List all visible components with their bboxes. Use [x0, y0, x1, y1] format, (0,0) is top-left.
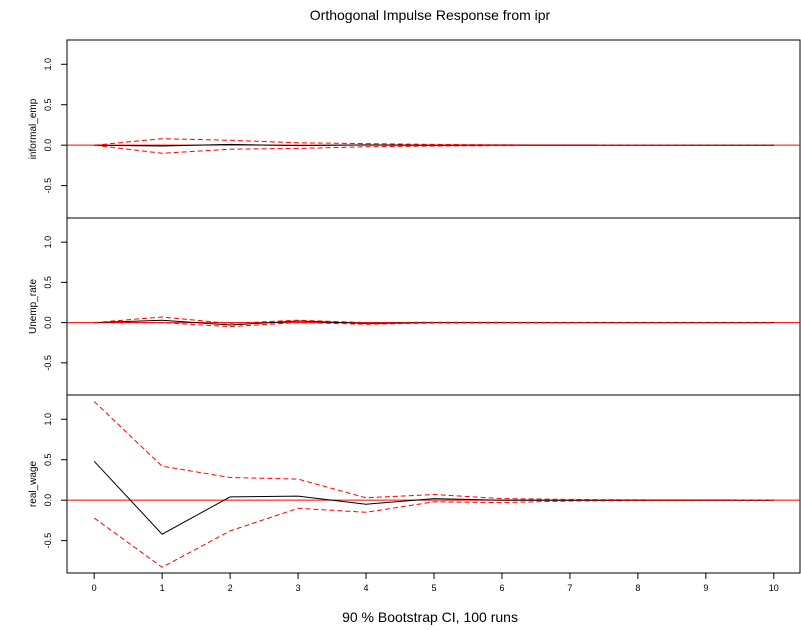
panel-2: -0.5 0.0 0.5 1.0 real_wage: [28, 394, 801, 574]
panel-frame: [66, 39, 801, 219]
upper-ci-line: [94, 138, 774, 146]
y-tick-label: 0.0: [43, 316, 53, 329]
x-tick-label: 5: [431, 583, 436, 593]
x-tick-label: 9: [703, 583, 708, 593]
y-tick-label: 1.0: [43, 236, 53, 249]
y-tick-label: 0.5: [43, 98, 53, 111]
y-tick-label: 0.5: [43, 276, 53, 289]
panel-1: -0.5 0.0 0.5 1.0 Unemp_rate: [28, 217, 801, 396]
y-tick-label: 0.5: [43, 453, 53, 466]
panel-frame: [66, 217, 801, 396]
panels-layer: -0.5 0.0 0.5 1.0 informal_emp -0.5 0.0 0.5 1.0 Un…: [28, 39, 801, 574]
lower-ci-line: [94, 322, 774, 328]
x-tick-label: 6: [499, 583, 504, 593]
upper-ci-line: [94, 316, 774, 324]
x-tick-label: 10: [769, 583, 779, 593]
x-tick-label: 3: [296, 583, 301, 593]
y-tick-label: 1.0: [43, 58, 53, 71]
chart-title: Orthogonal Impulse Response from ipr: [310, 7, 551, 23]
lower-ci-line: [93, 499, 774, 568]
y-tick-label: 0.0: [43, 139, 53, 152]
y-axis-label: informal_emp: [28, 98, 39, 159]
y-tick-label: -0.5: [43, 355, 53, 371]
x-tick-label: 7: [567, 583, 572, 593]
x-axis: 0 1 2 3 4 5 6 7 8 9 10: [92, 573, 779, 593]
y-tick-label: 0.0: [43, 494, 53, 507]
panel-0: -0.5 0.0 0.5 1.0 informal_emp: [28, 39, 801, 219]
y-tick-label: -0.5: [43, 178, 53, 194]
y-axis-label: real_wage: [28, 460, 39, 507]
panel-frame: [66, 394, 801, 574]
response-line: [94, 143, 774, 147]
x-tick-label: 0: [92, 583, 97, 593]
x-tick-label: 8: [635, 583, 640, 593]
x-tick-label: 2: [228, 583, 233, 593]
y-axis-label: Unemp_rate: [28, 279, 39, 334]
y-tick-label: -0.5: [43, 533, 53, 549]
x-tick-label: 1: [160, 583, 165, 593]
upper-ci-line: [93, 401, 774, 501]
chart-subtitle: 90 % Bootstrap CI, 100 runs: [342, 609, 518, 625]
x-tick-label: 4: [364, 583, 369, 593]
lower-ci-line: [94, 144, 774, 154]
y-tick-label: 1.0: [43, 413, 53, 426]
